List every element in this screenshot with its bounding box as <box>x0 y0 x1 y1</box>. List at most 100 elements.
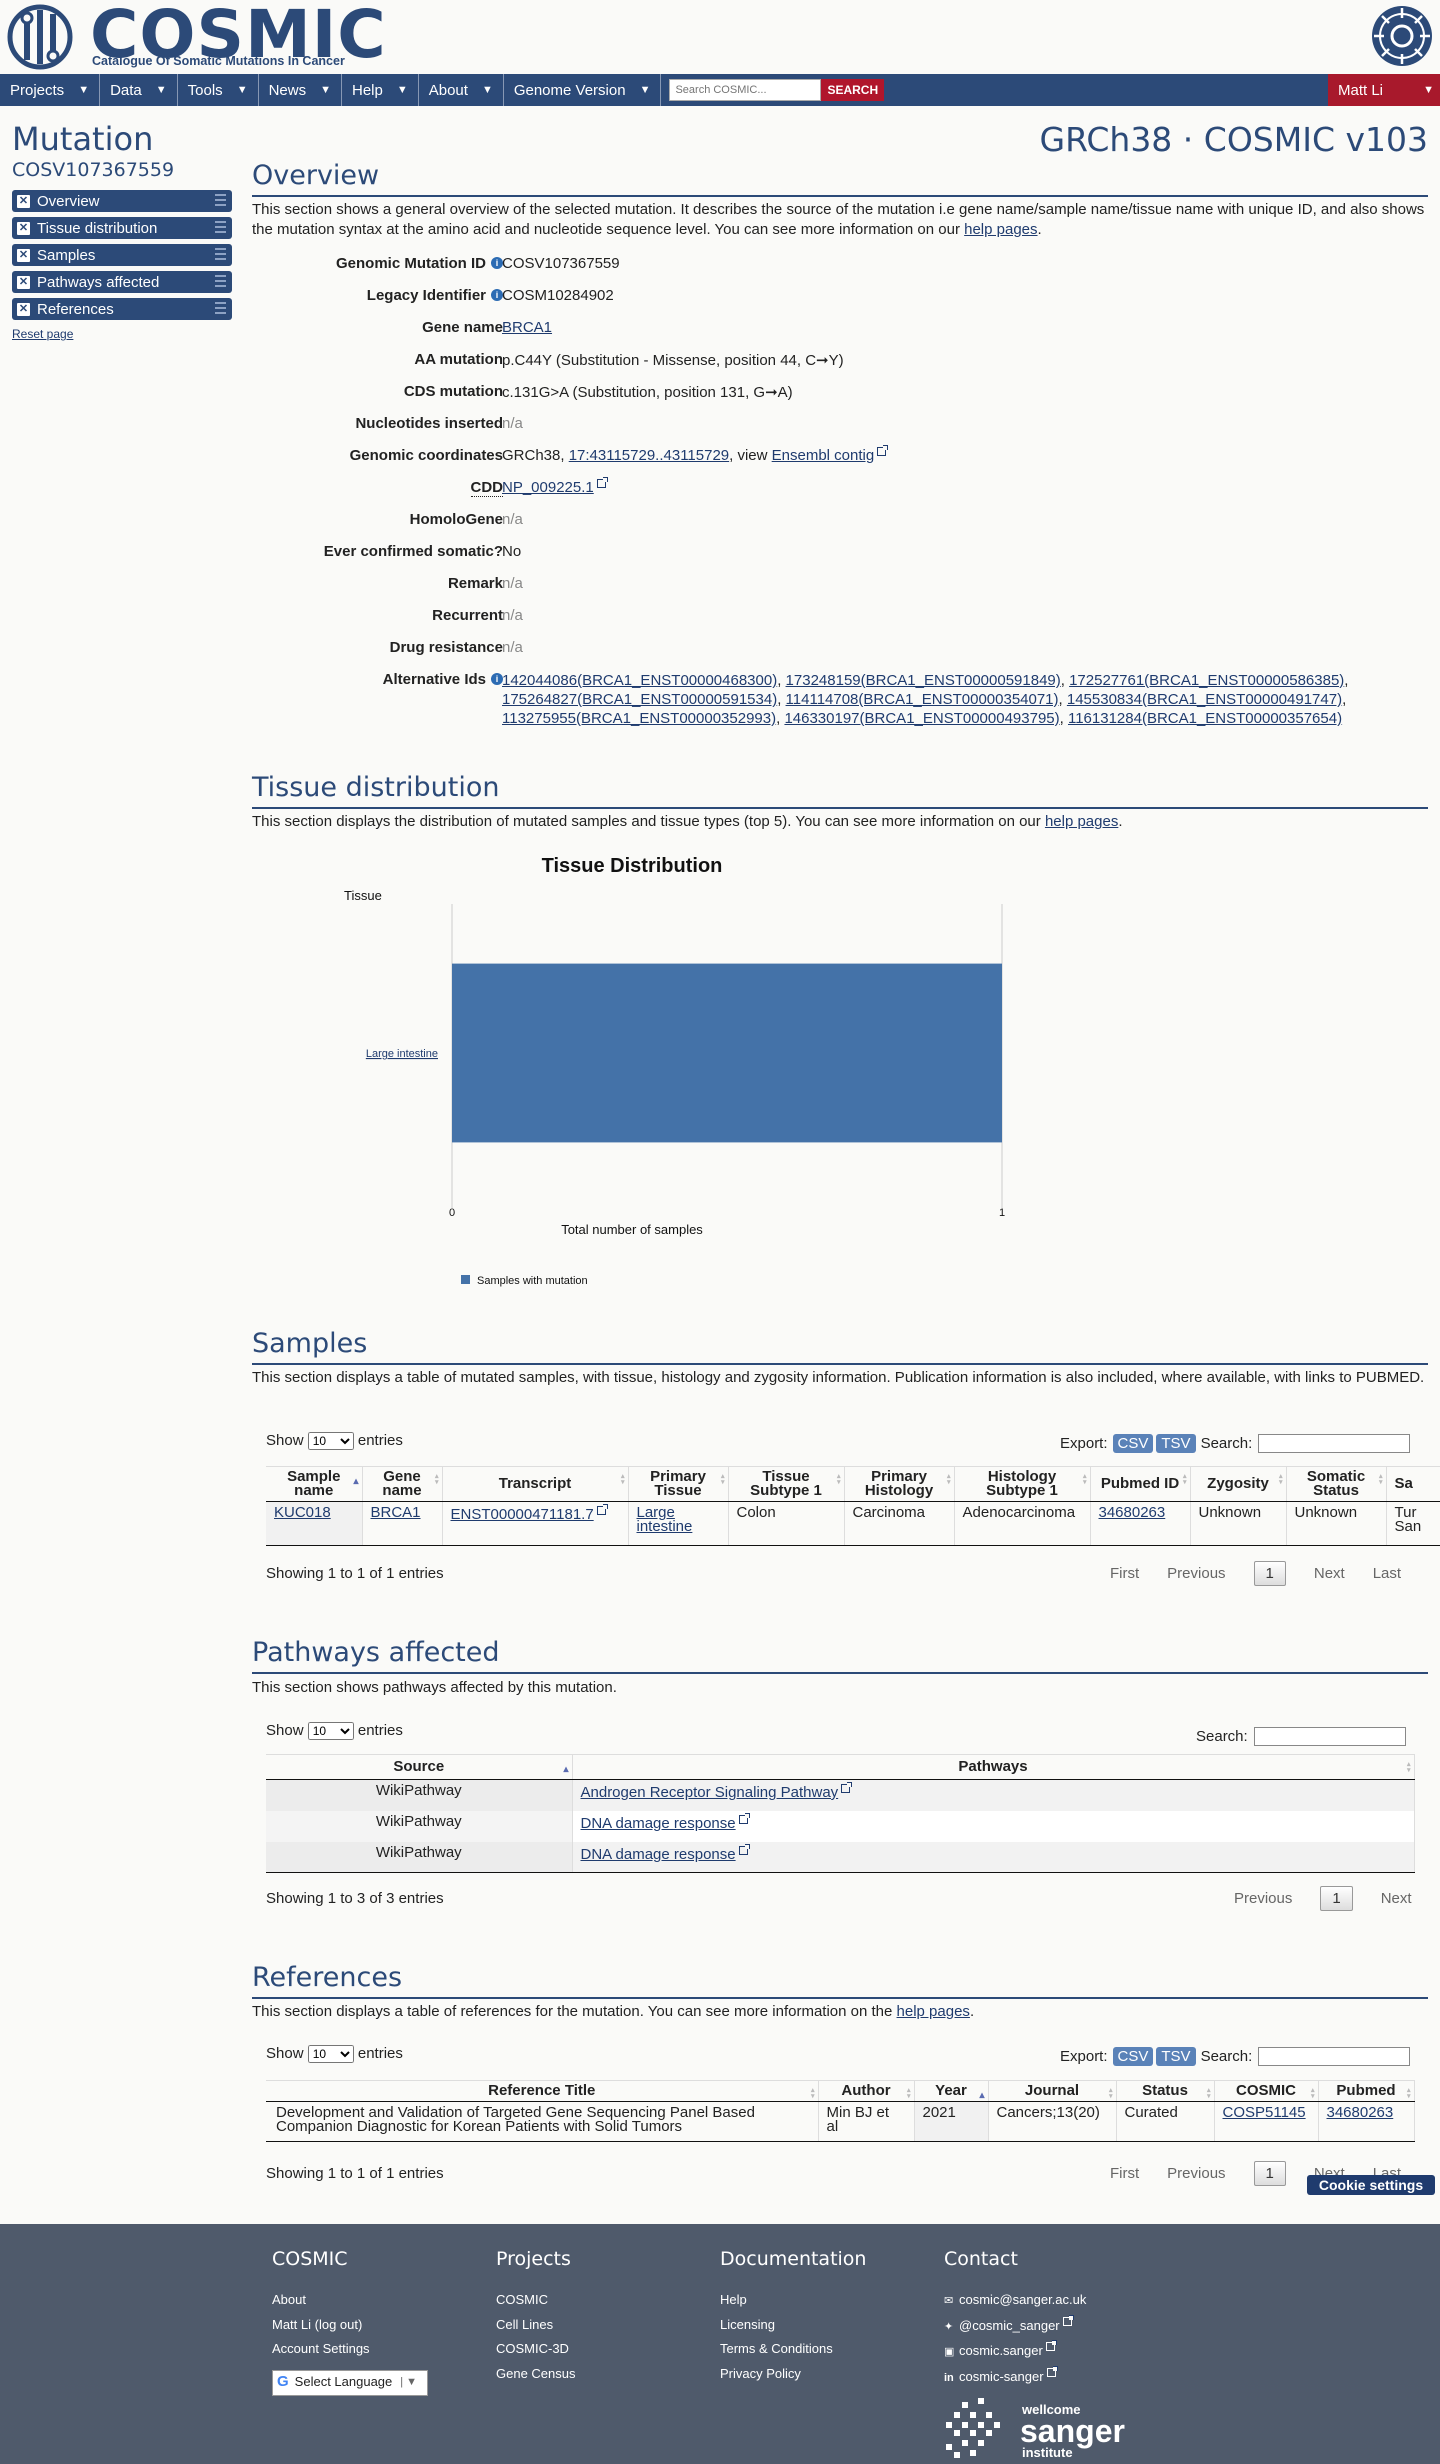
nav-tools[interactable]: Tools ▼ <box>178 74 259 106</box>
column-header[interactable]: Author <box>818 2080 915 2102</box>
sidebar-item-overview[interactable]: ✕ Overview <box>12 190 232 212</box>
footer-link[interactable]: COSMIC-3D <box>496 2341 569 2356</box>
page-1-button[interactable]: 1 <box>1253 2161 1286 2186</box>
nav-news[interactable]: News ▼ <box>259 74 342 106</box>
sample-link[interactable]: KUC018 <box>274 1504 331 1521</box>
column-header[interactable]: Pubmed <box>1318 2080 1415 2102</box>
pathway-link[interactable]: Androgen Receptor Signaling Pathway <box>580 1784 839 1801</box>
gene-link[interactable]: BRCA1 <box>502 319 553 336</box>
user-menu[interactable]: Matt Li ▼ <box>1328 74 1440 106</box>
footer-link[interactable]: Gene Census <box>496 2365 576 2381</box>
cookie-settings-button[interactable]: Cookie settings <box>1307 2175 1435 2195</box>
column-header[interactable]: Reference Title <box>266 2080 819 2102</box>
pubmed-link[interactable]: 34680263 <box>1098 1504 1166 1521</box>
sidebar-item-references[interactable]: ✕ References <box>12 298 232 320</box>
column-header[interactable]: Journal <box>988 2080 1117 2102</box>
help-pages-link[interactable]: help pages <box>896 2003 970 2020</box>
column-header[interactable]: Source <box>266 1754 573 1780</box>
ensembl-contig-link[interactable]: Ensembl contig <box>771 447 875 464</box>
page-1-button[interactable]: 1 <box>1253 1561 1286 1586</box>
info-icon[interactable]: i <box>491 289 503 301</box>
sidebar-item-pathways-affected[interactable]: ✕ Pathways affected <box>12 271 232 293</box>
previous-page-button[interactable]: Previous <box>1234 1890 1293 1907</box>
alt-id-link[interactable]: 113275955(BRCA1_ENST00000352993) <box>502 710 777 727</box>
export-tsv-button[interactable]: TSV <box>1156 1434 1196 1453</box>
alt-id-link[interactable]: 145530834(BRCA1_ENST00000491747) <box>1066 691 1343 708</box>
search-input[interactable] <box>669 79 822 101</box>
footer-link[interactable]: Account Settings <box>272 2341 370 2356</box>
pathway-link[interactable]: DNA damage response <box>580 1814 736 1832</box>
column-header[interactable]: Year <box>914 2080 989 2104</box>
drag-handle-icon[interactable] <box>215 194 226 206</box>
column-header[interactable]: Tissue Subtype 1 <box>728 1466 845 1502</box>
close-icon[interactable]: ✕ <box>17 302 30 316</box>
first-page-button[interactable]: First <box>1110 1565 1140 1582</box>
search-button[interactable]: SEARCH <box>821 79 885 101</box>
export-tsv-button[interactable]: TSV <box>1156 2047 1196 2066</box>
column-header[interactable]: Transcript <box>442 1466 629 1502</box>
next-page-button[interactable]: Next <box>1380 1890 1412 1907</box>
nav-genome-version[interactable]: Genome Version ▼ <box>504 74 662 106</box>
column-header[interactable]: Zygosity <box>1190 1466 1287 1502</box>
sidebar-item-samples[interactable]: ✕ Samples <box>12 244 232 266</box>
cdd-link[interactable]: NP_009225.1 <box>502 479 594 496</box>
logo-wordmark[interactable]: COSMIC <box>90 0 387 73</box>
transcript-link[interactable]: ENST00000471181.7 <box>450 1506 594 1523</box>
sidebar-item-tissue-distribution[interactable]: ✕ Tissue distribution <box>12 217 232 239</box>
cosmic-logo-icon[interactable] <box>4 4 84 70</box>
next-page-button[interactable]: Next <box>1313 1565 1345 1582</box>
close-icon[interactable]: ✕ <box>17 221 30 235</box>
column-header[interactable]: COSMIC <box>1214 2080 1319 2102</box>
close-icon[interactable]: ✕ <box>17 194 30 208</box>
page-size-select[interactable]: 10 <box>307 2045 354 2063</box>
pathways-search-input[interactable] <box>1253 1727 1406 1746</box>
footer-contact-linkedin[interactable]: in cosmic-sanger <box>944 2365 1086 2391</box>
close-icon[interactable]: ✕ <box>17 275 30 289</box>
column-header[interactable]: Somatic Status <box>1286 1466 1387 1502</box>
alt-id-link[interactable]: 172527761(BRCA1_ENST00000586385) <box>1069 672 1345 689</box>
column-header[interactable]: Primary Tissue <box>628 1466 729 1502</box>
drag-handle-icon[interactable] <box>215 302 226 314</box>
footer-link[interactable]: Licensing <box>720 2316 775 2332</box>
column-header[interactable]: Status <box>1116 2080 1215 2102</box>
footer-contact-twitter[interactable]: ✦ @cosmic_sanger <box>944 2314 1086 2340</box>
tissue-link[interactable]: Large intestine <box>636 1504 693 1535</box>
export-csv-button[interactable]: CSV <box>1112 2047 1154 2066</box>
footer-contact-facebook[interactable]: ▣ cosmic.sanger <box>944 2339 1086 2365</box>
pubmed-link[interactable]: 34680263 <box>1326 2104 1394 2121</box>
info-icon[interactable]: i <box>491 257 503 269</box>
column-header[interactable]: Sample name <box>266 1466 363 1502</box>
drag-handle-icon[interactable] <box>215 221 226 233</box>
footer-contact-email[interactable]: ✉ cosmic@sanger.ac.uk <box>944 2288 1086 2314</box>
nav-about[interactable]: About ▼ <box>419 74 504 106</box>
reset-page-link[interactable]: Reset page <box>12 327 74 341</box>
drag-handle-icon[interactable] <box>215 275 226 287</box>
drag-handle-icon[interactable] <box>215 248 226 260</box>
alt-id-link[interactable]: 142044086(BRCA1_ENST00000468300) <box>502 672 778 689</box>
wellcome-sanger-logo[interactable]: wellcome sanger institute <box>944 2396 1164 2462</box>
footer-link[interactable]: Terms & Conditions <box>720 2341 833 2356</box>
page-size-select[interactable]: 10 <box>307 1432 354 1450</box>
alt-id-link[interactable]: 114114708(BRCA1_ENST00000354071) <box>785 691 1059 708</box>
column-header[interactable]: Histology Subtype 1 <box>954 1466 1091 1502</box>
export-csv-button[interactable]: CSV <box>1112 1434 1154 1453</box>
page-size-select[interactable]: 10 <box>307 1722 354 1740</box>
column-header[interactable]: Sa <box>1386 1466 1440 1502</box>
nav-help[interactable]: Help ▼ <box>342 74 419 106</box>
alt-id-link[interactable]: 116131284(BRCA1_ENST00000357654) <box>1067 710 1343 727</box>
footer-link[interactable]: Privacy Policy <box>720 2365 801 2381</box>
references-search-input[interactable] <box>1258 2047 1411 2066</box>
footer-link[interactable]: About <box>272 2292 306 2307</box>
samples-search-input[interactable] <box>1258 1434 1411 1453</box>
column-header[interactable]: Pubmed ID <box>1090 1466 1191 1502</box>
help-pages-link[interactable]: help pages <box>964 221 1038 238</box>
pathway-link[interactable]: DNA damage response <box>580 1845 736 1863</box>
column-header[interactable]: Primary Histology <box>844 1466 955 1502</box>
footer-link[interactable]: Matt Li (log out) <box>272 2316 363 2332</box>
first-page-button[interactable]: First <box>1110 2165 1140 2182</box>
column-header[interactable]: Gene name <box>362 1466 443 1502</box>
cosmic-paper-link[interactable]: COSP51145 <box>1222 2104 1306 2121</box>
alt-id-link[interactable]: 173248159(BRCA1_ENST00000591849) <box>785 672 1061 689</box>
footer-link[interactable]: Cell Lines <box>496 2316 554 2332</box>
last-page-button[interactable]: Last <box>1372 1565 1402 1582</box>
